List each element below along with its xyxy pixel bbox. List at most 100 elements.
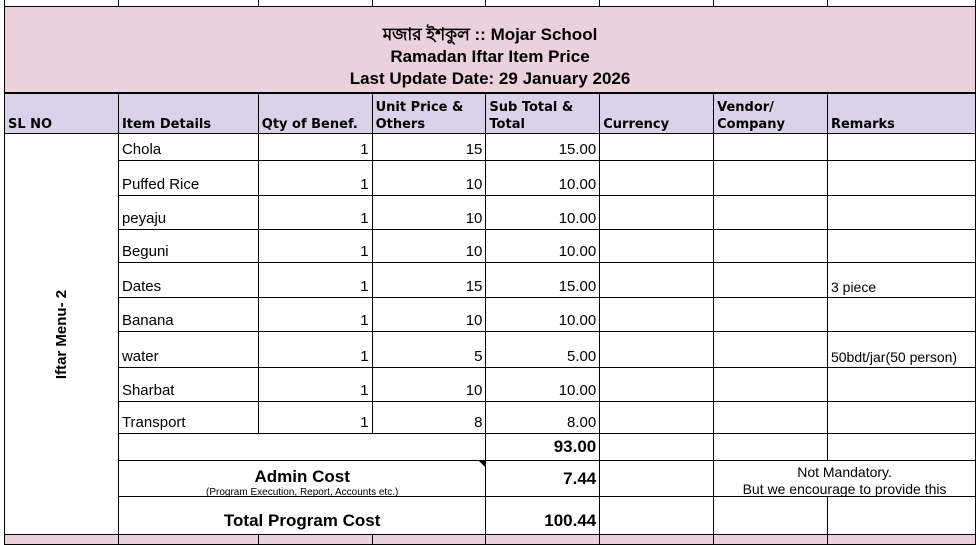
qty-cell[interactable]: 1 (257, 297, 373, 332)
comment-indicator-icon[interactable] (479, 461, 485, 467)
group-label-cell[interactable]: Iftar Menu- 2 (4, 133, 119, 535)
table-row: Beguni 1 10 10.00 (5, 229, 976, 263)
vendor-cell[interactable] (713, 331, 828, 368)
item-cell[interactable]: Puffed Rice (117, 160, 259, 196)
title-cell[interactable]: মজার ইশকুল :: Mojar School Ramadan Iftar… (4, 6, 976, 93)
remarks-cell[interactable]: 3 piece (826, 262, 976, 298)
remarks-cell[interactable] (826, 229, 976, 263)
admin-note-line1: Not Mandatory. (797, 464, 892, 480)
item-cell[interactable]: peyaju (117, 195, 259, 230)
currency-cell[interactable] (599, 262, 715, 298)
item-cell[interactable]: Chola (117, 133, 259, 161)
qty-cell[interactable]: 1 (257, 262, 373, 298)
currency-cell[interactable] (599, 195, 715, 230)
remarks-cell[interactable] (826, 160, 976, 196)
vendor-cell[interactable] (713, 229, 828, 263)
sheet-title: Ramadan Iftar Item Price (390, 46, 590, 66)
vendor-cell[interactable] (713, 133, 828, 161)
vendor-cell[interactable] (713, 160, 828, 196)
unit-price-cell[interactable]: 10 (371, 229, 487, 263)
currency-cell[interactable] (599, 133, 715, 161)
currency-cell[interactable] (599, 160, 715, 196)
iftar-price-sheet: মজার ইশকুল :: Mojar School Ramadan Iftar… (4, 0, 976, 545)
subtotal-cell[interactable]: 10.00 (485, 195, 601, 230)
item-cell[interactable]: water (117, 331, 259, 368)
item-cell[interactable]: Dates (117, 262, 259, 298)
header-row: SL NO Item Details Qty of Benef. Unit Pr… (4, 91, 976, 134)
admin-cost-label: Admin Cost (254, 467, 350, 486)
table-row: Transport 1 8 8.00 (5, 401, 976, 434)
item-cell[interactable]: Banana (117, 297, 259, 332)
item-cell[interactable]: Sharbat (117, 367, 259, 402)
item-cell[interactable]: Transport (117, 401, 259, 434)
remarks-cell[interactable] (826, 297, 976, 332)
header-vendor[interactable]: Vendor/ Company (713, 91, 828, 134)
admin-note-cell[interactable]: Not Mandatory. But we encourage to provid… (713, 460, 976, 497)
unit-price-cell[interactable]: 8 (371, 401, 487, 434)
unit-price-cell[interactable]: 15 (371, 133, 487, 161)
table-row: peyaju 1 10 10.00 (5, 195, 976, 230)
currency-cell[interactable] (599, 401, 715, 434)
total-row: Total Program Cost 100.44 (5, 496, 976, 535)
qty-cell[interactable]: 1 (257, 133, 373, 161)
unit-price-cell[interactable]: 10 (371, 367, 487, 402)
vendor-cell[interactable] (713, 195, 828, 230)
remarks-cell[interactable] (826, 195, 976, 230)
admin-cost-label-cell[interactable]: Admin Cost (Program Execution, Report, Ac… (117, 460, 487, 497)
unit-price-cell[interactable]: 10 (371, 160, 487, 196)
next-row (4, 534, 976, 545)
table-row: Dates 1 15 15.00 3 piece (5, 262, 976, 298)
subtotal-cell[interactable]: 10.00 (485, 160, 601, 196)
qty-cell[interactable]: 1 (257, 401, 373, 434)
subtotal-cell[interactable]: 15.00 (485, 133, 601, 161)
header-subtotal[interactable]: Sub Total & Total (485, 91, 601, 134)
qty-cell[interactable]: 1 (257, 160, 373, 196)
header-unit-price[interactable]: Unit Price & Others (371, 91, 487, 134)
vendor-cell[interactable] (713, 401, 828, 434)
table-row: Puffed Rice 1 10 10.00 (5, 160, 976, 196)
qty-cell[interactable]: 1 (257, 195, 373, 230)
subtotal-cell[interactable]: 10.00 (485, 297, 601, 332)
update-date: Last Update Date: 29 January 2026 (349, 68, 631, 88)
subtotal-cell[interactable]: 10.00 (485, 367, 601, 402)
subtotal-row: 93.00 (5, 433, 976, 461)
total-value[interactable]: 100.44 (485, 496, 601, 535)
qty-cell[interactable]: 1 (257, 367, 373, 402)
header-item-details[interactable]: Item Details (117, 91, 259, 134)
vendor-cell[interactable] (713, 262, 828, 298)
subtotal-cell[interactable]: 15.00 (485, 262, 601, 298)
currency-cell[interactable] (599, 297, 715, 332)
admin-note-line2: But we encourage to provide this (742, 481, 947, 496)
remarks-cell[interactable] (826, 401, 976, 434)
vendor-cell[interactable] (713, 367, 828, 402)
group-label: Iftar Menu- 2 (52, 289, 70, 379)
subtotal-value[interactable]: 93.00 (485, 433, 601, 461)
unit-price-cell[interactable]: 15 (371, 262, 487, 298)
unit-price-cell[interactable]: 10 (371, 297, 487, 332)
table-row: Sharbat 1 10 10.00 (5, 367, 976, 402)
remarks-cell[interactable] (826, 367, 976, 402)
subtotal-cell[interactable]: 8.00 (485, 401, 601, 434)
admin-cost-value[interactable]: 7.44 (485, 460, 601, 497)
unit-price-cell[interactable]: 10 (371, 195, 487, 230)
table-row: water 1 5 5.00 50bdt/jar(50 person) (5, 331, 976, 368)
remarks-cell[interactable]: 50bdt/jar(50 person) (826, 331, 976, 368)
qty-cell[interactable]: 1 (257, 331, 373, 368)
currency-cell[interactable] (599, 331, 715, 368)
unit-price-cell[interactable]: 5 (371, 331, 487, 368)
table-row: Iftar Menu- 2 Chola 1 15 15.00 (4, 133, 976, 535)
qty-cell[interactable]: 1 (257, 229, 373, 263)
header-remarks[interactable]: Remarks (826, 91, 976, 134)
subtotal-cell[interactable]: 5.00 (485, 331, 601, 368)
currency-cell[interactable] (599, 367, 715, 402)
vendor-cell[interactable] (713, 297, 828, 332)
item-cell[interactable]: Beguni (117, 229, 259, 263)
header-qty[interactable]: Qty of Benef. (257, 91, 373, 134)
subtotal-cell[interactable]: 10.00 (485, 229, 601, 263)
header-currency[interactable]: Currency (599, 91, 715, 134)
currency-cell[interactable] (599, 229, 715, 263)
org-title: মজার ইশকুল :: Mojar School (382, 24, 598, 44)
total-label[interactable]: Total Program Cost (117, 496, 487, 535)
remarks-cell[interactable] (826, 133, 976, 161)
header-sl-no[interactable]: SL NO (4, 91, 119, 134)
